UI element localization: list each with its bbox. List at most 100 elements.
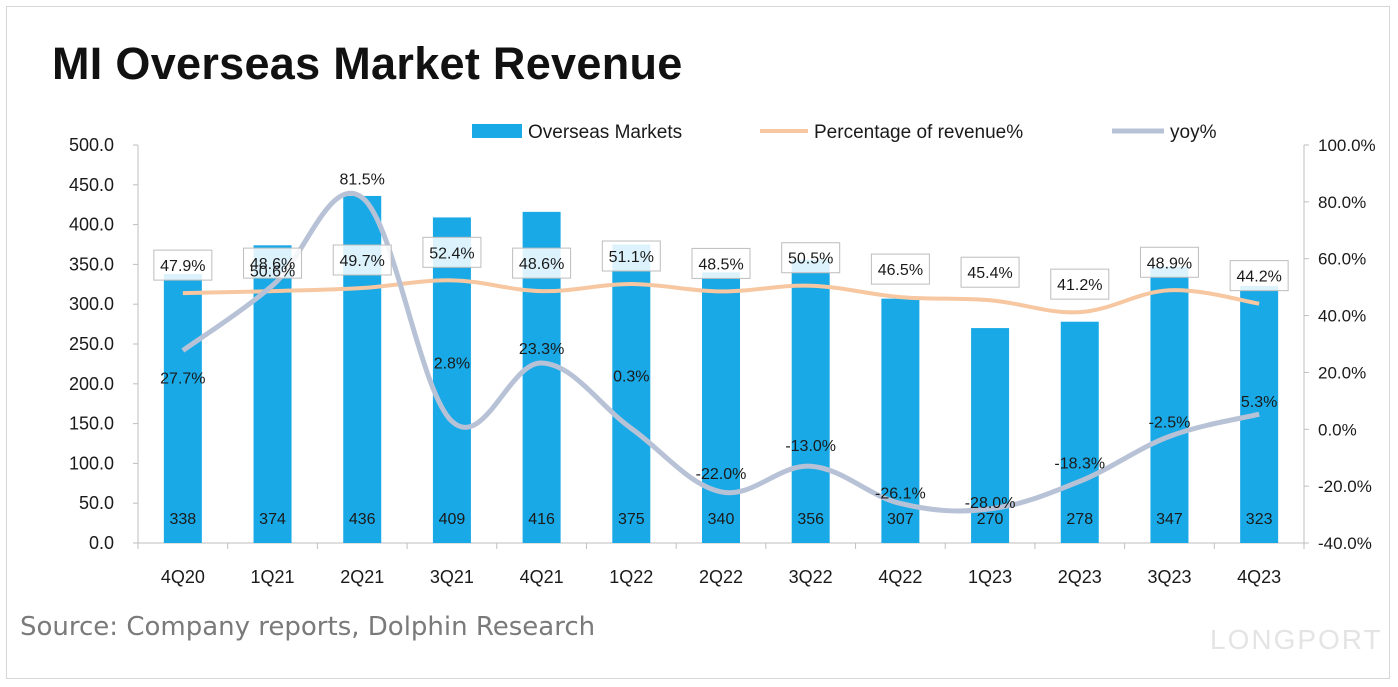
share-data-label: 48.5% [698, 256, 743, 273]
bar-data-label: 409 [439, 511, 466, 528]
left-tick-label: 0.0 [89, 533, 114, 553]
yoy-data-label: 5.3% [1241, 394, 1277, 411]
left-tick-label: 300.0 [69, 294, 114, 314]
share-data-label: 48.9% [1147, 255, 1192, 272]
line-yoy [181, 190, 1260, 514]
bar-data-label: 278 [1066, 511, 1093, 528]
yoy-data-label: 0.3% [613, 368, 649, 385]
right-tick-label: 20.0% [1318, 363, 1366, 382]
yoy-data-label: 2.8% [434, 355, 470, 372]
yoy-data-label: -13.0% [785, 438, 836, 455]
yoy-data-label: 27.7% [160, 371, 205, 388]
left-tick-label: 250.0 [69, 334, 114, 354]
x-tick-label: 2Q22 [699, 567, 743, 587]
share-data-label: 47.9% [160, 258, 205, 275]
left-tick-label: 350.0 [69, 254, 114, 274]
bar-data-label: 338 [169, 511, 196, 528]
bar-data-label: 340 [708, 511, 735, 528]
share-data-label: 45.4% [967, 265, 1012, 282]
share-label-box [332, 244, 392, 276]
share-label-box [512, 247, 572, 279]
x-tick-label: 3Q21 [430, 567, 474, 587]
share-data-label: 52.4% [429, 245, 474, 262]
share-data-label: 41.2% [1057, 277, 1102, 294]
left-tick-label: 200.0 [69, 374, 114, 394]
left-tick-label: 50.0 [79, 493, 114, 513]
source-note: Source: Company reports, Dolphin Researc… [20, 612, 596, 642]
share-data-label: 49.7% [340, 253, 385, 270]
bar-data-label: 374 [259, 511, 286, 528]
yoy-data-label: -26.1% [875, 485, 926, 502]
x-tick-label: 3Q22 [789, 567, 833, 587]
yoy-data-label: 81.5% [340, 172, 385, 189]
bar-data-label: 356 [797, 511, 824, 528]
bar-overseas-markets [702, 272, 740, 543]
share-label-box [243, 247, 303, 279]
right-tick-label: 60.0% [1318, 250, 1366, 269]
share-label-box [691, 247, 751, 279]
line-percentage-of-revenue [182, 278, 1260, 315]
share-data-label: 50.5% [788, 251, 833, 268]
left-tick-label: 100.0 [69, 453, 114, 473]
x-tick-label: 2Q23 [1058, 567, 1102, 587]
right-tick-label: 80.0% [1318, 193, 1366, 212]
left-tick-label: 450.0 [69, 175, 114, 195]
yoy-data-label: 50.6% [250, 263, 295, 280]
x-tick-label: 4Q22 [878, 567, 922, 587]
yoy-data-label: -28.0% [965, 495, 1016, 512]
share-label-box [1229, 260, 1289, 292]
bar-overseas-markets [432, 217, 471, 543]
x-tick-label: 1Q21 [251, 567, 295, 587]
bar-data-label: 416 [528, 511, 555, 528]
right-tick-label: 0.0% [1318, 420, 1357, 439]
bar-overseas-markets [612, 244, 651, 543]
left-tick-label: 150.0 [69, 414, 114, 434]
share-data-label: 46.5% [878, 262, 923, 279]
share-label-box [960, 256, 1020, 288]
x-tick-label: 4Q23 [1237, 567, 1281, 587]
watermark-logo: LONGPORT [1210, 624, 1383, 655]
share-data-label: 48.6% [250, 256, 295, 273]
legend-label-overseas-markets: Overseas Markets [528, 122, 682, 143]
yoy-data-label: -22.0% [696, 466, 747, 483]
bar-data-label: 307 [887, 511, 914, 528]
x-tick-label: 2Q21 [340, 567, 384, 587]
x-tick-label: 3Q23 [1147, 567, 1191, 587]
right-tick-label: -40.0% [1318, 534, 1372, 553]
bar-data-label: 375 [618, 511, 645, 528]
right-tick-label: 100.0% [1318, 136, 1376, 155]
bar-data-label: 323 [1246, 511, 1273, 528]
bar-data-label: 270 [977, 511, 1004, 528]
share-data-label: 51.1% [609, 249, 654, 266]
left-tick-label: 500.0 [69, 135, 114, 155]
share-data-label: 48.6% [519, 256, 564, 273]
legend-swatch-overseas-markets [472, 124, 522, 138]
x-tick-label: 4Q20 [161, 567, 205, 587]
share-data-label: 44.2% [1236, 269, 1281, 286]
share-label-box [1050, 268, 1110, 300]
right-tick-label: -20.0% [1318, 477, 1372, 496]
legend-label-yoy: yoy% [1170, 122, 1217, 143]
left-tick-label: 400.0 [69, 215, 114, 235]
chart-title: MI Overseas Market Revenue [52, 38, 683, 89]
bar-overseas-markets [1150, 266, 1189, 543]
share-label-box [1139, 246, 1199, 278]
yoy-data-label: 23.3% [519, 341, 564, 358]
share-label-box [870, 253, 930, 285]
yoy-data-label: -18.3% [1054, 455, 1105, 472]
x-tick-label: 1Q23 [968, 567, 1012, 587]
share-label-box [422, 236, 482, 268]
bar-overseas-markets [791, 259, 830, 543]
share-label-box [601, 240, 661, 272]
right-tick-label: 40.0% [1318, 307, 1366, 326]
share-label-box [781, 242, 841, 274]
yoy-data-label: -2.5% [1149, 414, 1191, 431]
x-tick-label: 4Q21 [520, 567, 564, 587]
x-tick-label: 1Q22 [609, 567, 653, 587]
bar-overseas-markets [163, 273, 202, 543]
bar-overseas-markets [1060, 321, 1099, 543]
bar-data-label: 347 [1156, 511, 1183, 528]
bar-data-label: 436 [349, 511, 376, 528]
legend-label-percentage-of-revenue: Percentage of revenue% [814, 122, 1023, 143]
